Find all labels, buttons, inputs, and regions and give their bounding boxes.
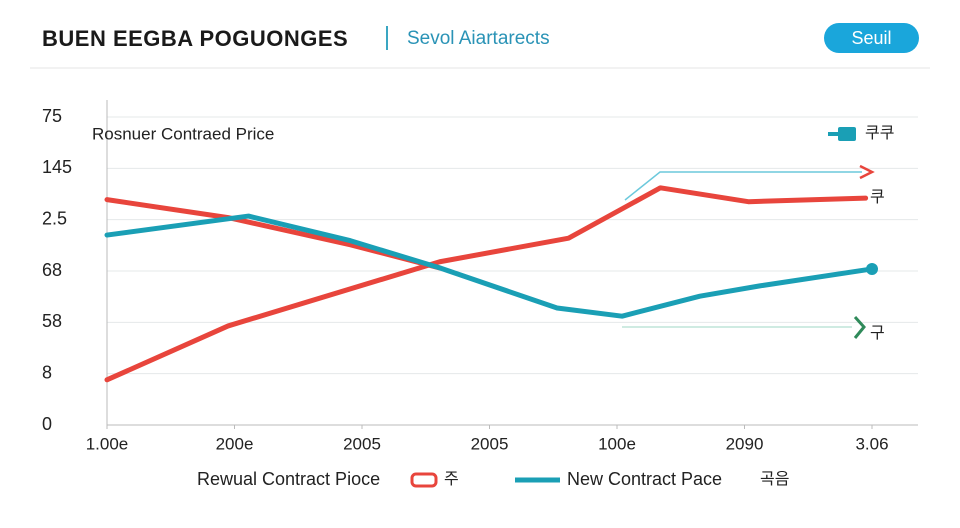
header-title: BUEN EEGBA POGUONGES — [42, 26, 349, 51]
y-tick-label: 68 — [42, 260, 62, 280]
annotation: 쿠 — [870, 189, 885, 206]
x-tick-label: 1.00e — [86, 434, 129, 453]
line-series — [104, 213, 875, 319]
annotation: 쿠쿠 — [865, 125, 894, 142]
y-tick-label: 8 — [42, 362, 52, 382]
annotation: 구 — [870, 325, 885, 342]
x-tick-label: 3.06 — [855, 434, 888, 453]
y-tick-label: 0 — [42, 414, 52, 434]
x-tick-label: 2005 — [471, 434, 509, 453]
annotation: 주 — [444, 471, 459, 488]
y-tick-label: 145 — [42, 157, 72, 177]
annotation-icon — [838, 127, 856, 141]
legend-label: New Contract Pace — [567, 469, 722, 489]
legend-swatch — [410, 472, 438, 488]
annotation: 곡음 — [760, 470, 789, 488]
x-tick-label: 100e — [598, 434, 636, 453]
header-separator — [386, 26, 388, 50]
header-button[interactable]: Seuil — [824, 23, 919, 53]
chevron — [853, 315, 866, 339]
x-tick-label: 2090 — [726, 434, 764, 453]
y-tick-label: 2.5 — [42, 208, 67, 228]
legend-label: Rewual Contract Pioce — [197, 469, 380, 489]
y-tick-label: 75 — [42, 106, 62, 126]
annotation: Rosnuer Contraed Price — [92, 124, 274, 143]
y-tick-label: 58 — [42, 311, 62, 331]
pointer-line — [624, 171, 862, 201]
x-tick-label: 2005 — [343, 434, 381, 453]
x-tick-label: 200e — [216, 434, 254, 453]
line-series — [104, 197, 443, 271]
end-marker — [866, 262, 878, 275]
header-subtitle: Sevol Aiartarects — [407, 28, 550, 49]
line-series — [104, 185, 869, 383]
arrowhead — [859, 164, 875, 180]
